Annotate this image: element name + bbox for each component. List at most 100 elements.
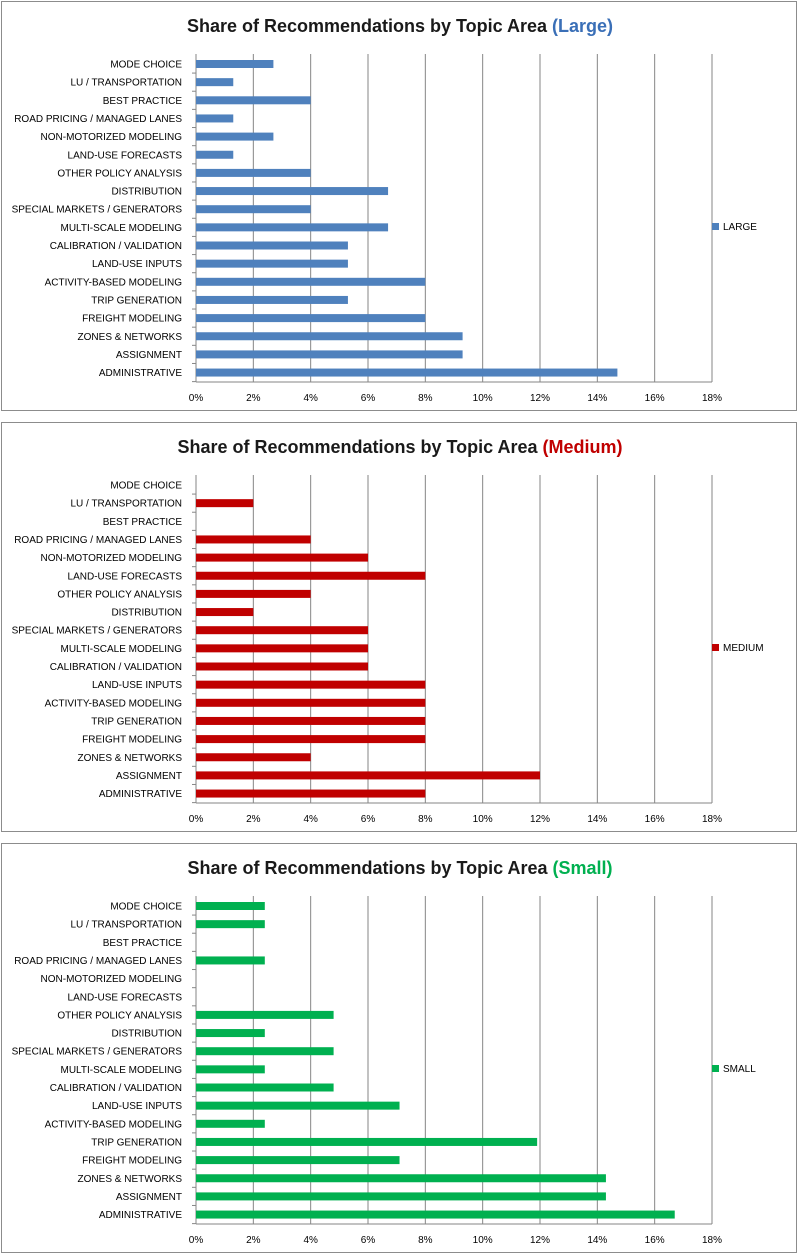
category-label: MULTI-SCALE MODELING — [61, 223, 183, 234]
bar — [196, 1119, 265, 1128]
x-tick-label: 16% — [645, 393, 665, 404]
chart-title: Share of Recommendations by Topic Area (… — [187, 858, 612, 878]
bar — [196, 535, 311, 544]
category-label: ASSIGNMENT — [116, 771, 182, 782]
x-tick-label: 4% — [303, 393, 318, 404]
bar — [196, 589, 311, 598]
category-label: LAND-USE INPUTS — [92, 259, 182, 270]
x-tick-label: 4% — [303, 1235, 318, 1246]
bar — [196, 1083, 334, 1092]
x-tick-label: 18% — [702, 814, 722, 825]
category-label: SPECIAL MARKETS / GENERATORS — [12, 1047, 183, 1058]
x-tick-label: 0% — [189, 393, 204, 404]
chart-svg-small: Share of Recommendations by Topic Area (… — [12, 858, 757, 1246]
x-tick-label: 0% — [189, 1235, 204, 1246]
category-label: MODE CHOICE — [110, 902, 182, 913]
x-tick-label: 16% — [645, 1235, 665, 1246]
legend-swatch — [712, 223, 719, 230]
chart-title-main: Share of Recommendations by Topic Area — [187, 16, 552, 36]
bar — [196, 187, 389, 196]
bar — [196, 662, 368, 671]
category-label: SPECIAL MARKETS / GENERATORS — [12, 626, 183, 637]
category-label: LAND-USE INPUTS — [92, 1101, 182, 1112]
x-tick-label: 14% — [587, 393, 607, 404]
x-tick-label: 8% — [418, 1235, 433, 1246]
category-label: TRIP GENERATION — [91, 716, 182, 727]
bar — [196, 644, 368, 653]
bar — [196, 168, 311, 177]
category-label: FREIGHT MODELING — [82, 1156, 182, 1167]
bar — [196, 277, 426, 286]
bar — [196, 716, 426, 725]
legend-swatch — [712, 1065, 719, 1072]
bar — [196, 1029, 265, 1038]
category-label: CALIBRATION / VALIDATION — [50, 1083, 182, 1094]
chart-title: Share of Recommendations by Topic Area (… — [187, 16, 613, 36]
bar — [196, 314, 426, 323]
bar — [196, 753, 311, 762]
bar — [196, 626, 368, 635]
chart-panel-small: Share of Recommendations by Topic Area (… — [1, 843, 797, 1253]
category-label: SPECIAL MARKETS / GENERATORS — [12, 205, 183, 216]
category-label: ACTIVITY-BASED MODELING — [45, 277, 183, 288]
category-label: LU / TRANSPORTATION — [71, 920, 183, 931]
bar — [196, 1210, 675, 1219]
category-label: LAND-USE FORECASTS — [68, 150, 183, 161]
x-tick-label: 6% — [361, 393, 376, 404]
x-tick-label: 12% — [530, 393, 550, 404]
x-tick-label: 18% — [702, 393, 722, 404]
category-label: NON-MOTORIZED MODELING — [41, 132, 183, 143]
category-label: ZONES & NETWORKS — [78, 1174, 183, 1185]
bar — [196, 1137, 538, 1146]
bar — [196, 332, 463, 341]
bar — [196, 698, 426, 707]
category-label: ZONES & NETWORKS — [78, 332, 183, 343]
bar — [196, 499, 254, 508]
bar — [196, 368, 618, 377]
x-tick-label: 8% — [418, 814, 433, 825]
x-tick-label: 18% — [702, 1235, 722, 1246]
bar — [196, 1101, 400, 1110]
x-tick-label: 12% — [530, 1235, 550, 1246]
category-label: DISTRIBUTION — [111, 1029, 182, 1040]
chart-title-suffix: (Large) — [552, 16, 613, 36]
category-label: TRIP GENERATION — [91, 1137, 182, 1148]
category-label: OTHER POLICY ANALYSIS — [57, 589, 182, 600]
category-label: ACTIVITY-BASED MODELING — [45, 698, 183, 709]
category-label: ADMINISTRATIVE — [99, 368, 182, 379]
bar — [196, 1065, 265, 1074]
bar — [196, 1174, 606, 1183]
bar — [196, 295, 348, 304]
category-label: LAND-USE INPUTS — [92, 680, 182, 691]
chart-title: Share of Recommendations by Topic Area (… — [177, 437, 622, 457]
bar — [196, 735, 426, 744]
bar — [196, 241, 348, 250]
x-tick-label: 16% — [645, 814, 665, 825]
category-label: CALIBRATION / VALIDATION — [50, 662, 182, 673]
x-tick-label: 14% — [587, 814, 607, 825]
chart-title-suffix: (Medium) — [543, 437, 623, 457]
x-tick-label: 14% — [587, 1235, 607, 1246]
category-label: DISTRIBUTION — [111, 608, 182, 619]
category-label: BEST PRACTICE — [103, 938, 183, 949]
category-label: ROAD PRICING / MANAGED LANES — [14, 956, 182, 967]
bar — [196, 680, 426, 689]
bar — [196, 1156, 400, 1165]
bar — [196, 956, 265, 965]
bar — [196, 259, 348, 268]
bar — [196, 771, 540, 780]
category-label: LAND-USE FORECASTS — [68, 571, 183, 582]
category-label: MODE CHOICE — [110, 481, 182, 492]
chart-panel-medium: Share of Recommendations by Topic Area (… — [1, 422, 797, 832]
legend-label: MEDIUM — [723, 643, 764, 654]
x-tick-label: 10% — [473, 393, 493, 404]
bar — [196, 902, 265, 910]
chart-svg-medium: Share of Recommendations by Topic Area (… — [12, 437, 764, 825]
legend-swatch — [712, 644, 719, 651]
bar — [196, 60, 274, 68]
chart-title-main: Share of Recommendations by Topic Area — [187, 858, 552, 878]
category-label: ROAD PRICING / MANAGED LANES — [14, 535, 182, 546]
category-label: TRIP GENERATION — [91, 295, 182, 306]
bar — [196, 78, 234, 87]
category-label: MULTI-SCALE MODELING — [61, 644, 183, 655]
